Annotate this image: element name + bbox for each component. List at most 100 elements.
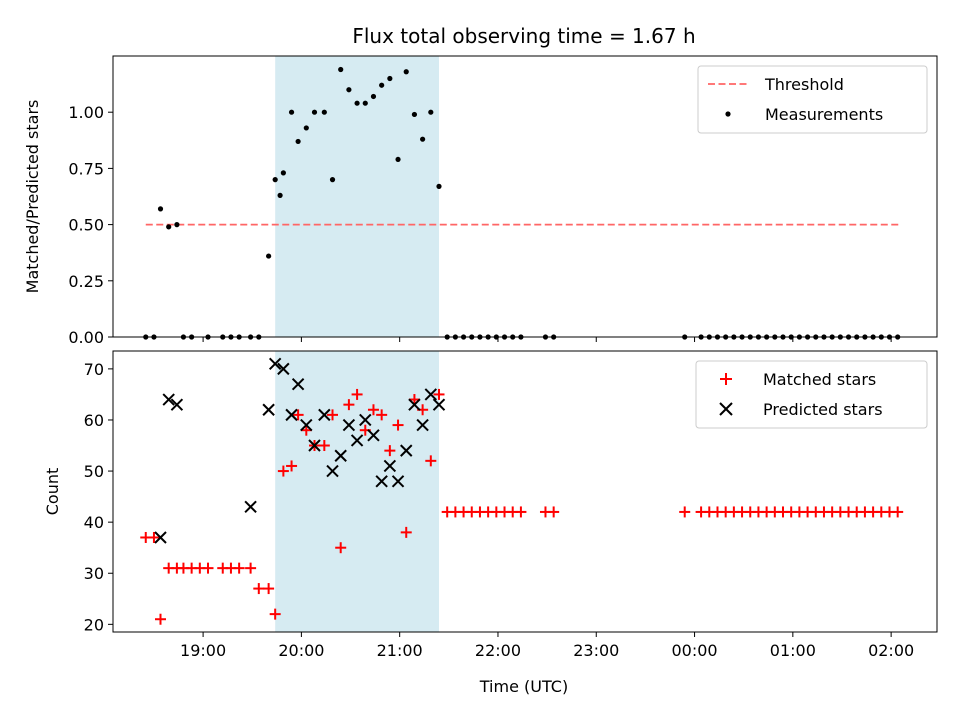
top-y-tick-label: 0.50 [68,216,104,235]
predicted-star-point [300,418,313,432]
top-y-tick-label: 0.25 [68,272,104,291]
predicted-star-point [262,403,275,416]
top-plot-frame [112,55,938,338]
chart-title: Flux total observing time = 1.67 h [352,24,695,48]
measurement-point [321,109,327,115]
matched-star-point [253,583,265,595]
x-tick-label: 01:00 [770,641,816,660]
matched-star-point [263,583,275,595]
measurement-point [157,206,164,212]
predicted-star-point [162,393,175,406]
predicted-star-point [367,429,380,442]
matched-star-point [384,445,396,457]
top-y-tick-label: 1.00 [68,103,104,122]
x-tick-label: 23:00 [573,641,619,660]
x-tick-label: 22:00 [475,641,521,660]
matched-star-point [376,409,388,421]
predicted-star-point [291,378,305,391]
matched-star-point [292,409,304,421]
predicted-star-point [391,475,405,488]
matched-star-point [679,506,691,518]
predicted-star-point [359,413,372,427]
matched-star-point [425,455,437,467]
predicted-star-point [342,418,356,432]
measurement-point [266,253,272,259]
measurement-point [280,170,286,176]
top-y-tick-label: 0.75 [68,159,104,178]
bottom-plot: 20 30 40 50 60 70 19:00 20:00 21:00 22:00 23:00 00… [43,350,938,660]
matched-star-point [392,419,404,431]
matched-star-point [343,399,355,411]
matched-star-point [269,608,281,620]
predicted-star-point [326,464,339,478]
predicted-star-point [285,408,298,422]
predicted-star-point [268,357,282,370]
predicted-star-point [277,362,290,376]
matched-star-point [318,440,330,452]
predicted-legend-swatch [719,402,733,416]
matched-legend-swatch [720,373,732,385]
matched-star-point [148,531,160,543]
bottom-y-axis-label: Count [43,468,62,516]
matched-star-point [351,388,363,400]
predicted-star-point [375,475,388,488]
measurement-point [387,75,393,82]
threshold-legend-label: Threshold [764,75,844,94]
matched-star-point [367,404,379,416]
predicted-star-point [408,398,421,411]
measurement-point [428,109,434,115]
matched-star-point [335,542,347,554]
x-tick-label: 02:00 [868,641,914,660]
matched-star-point [202,562,214,574]
matched-star-point [327,409,339,421]
predicted-legend-label: Predicted stars [763,400,883,419]
measurement-point [403,69,409,75]
predicted-star-point [244,500,257,514]
matched-star-point [245,562,257,574]
x-axis-label: Time (UTC) [479,677,568,696]
measurement-point [420,136,426,142]
predicted-star-point [432,398,446,411]
matched-star-point [300,424,312,436]
measurement-point [329,177,336,183]
matched-star-point [286,460,298,472]
measurement-point [295,138,301,145]
measurements-legend-label: Measurements [765,105,883,124]
x-tick-label: 00:00 [671,641,717,660]
matched-legend-label: Matched stars [763,370,876,389]
measurement-point [272,177,278,183]
bottom-legend-box [695,360,928,429]
top-highlight-span [275,56,439,337]
top-legend-box [697,65,928,134]
measurement-point [436,183,442,189]
bottom-y-tick-label: 30 [84,564,104,583]
measurement-point [277,192,283,198]
matched-star-point [277,465,289,477]
x-tick-label: 19:00 [180,641,226,660]
measurement-point [303,125,309,131]
measurement-point [338,66,344,73]
matched-star-point [233,562,245,574]
matched-star-point [400,526,412,538]
matched-star-point [155,613,167,625]
measurements-legend-swatch [725,111,731,117]
bottom-legend: Matched stars Predicted stars [695,360,928,429]
bottom-y-tick-label: 40 [84,513,104,532]
predicted-star-point [318,408,331,422]
top-plot: 0.00 0.25 0.50 0.75 1.00 Matched/Predicted s… [23,55,938,347]
predicted-star-point [416,418,429,432]
measurement-point [311,109,318,115]
measurement-point [166,224,172,230]
measurement-point [346,87,352,93]
matched-star-point [515,506,527,518]
bottom-plot-frame [112,350,938,633]
top-y-tick-label: 0.00 [68,328,104,347]
measurement-point [362,100,368,106]
measurement-point [379,82,385,88]
top-legend: Threshold Measurements [697,65,928,134]
predicted-star-point [334,449,347,462]
measurement-point [395,156,401,163]
predicted-star-point [424,388,438,401]
matched-star-point [408,394,420,406]
